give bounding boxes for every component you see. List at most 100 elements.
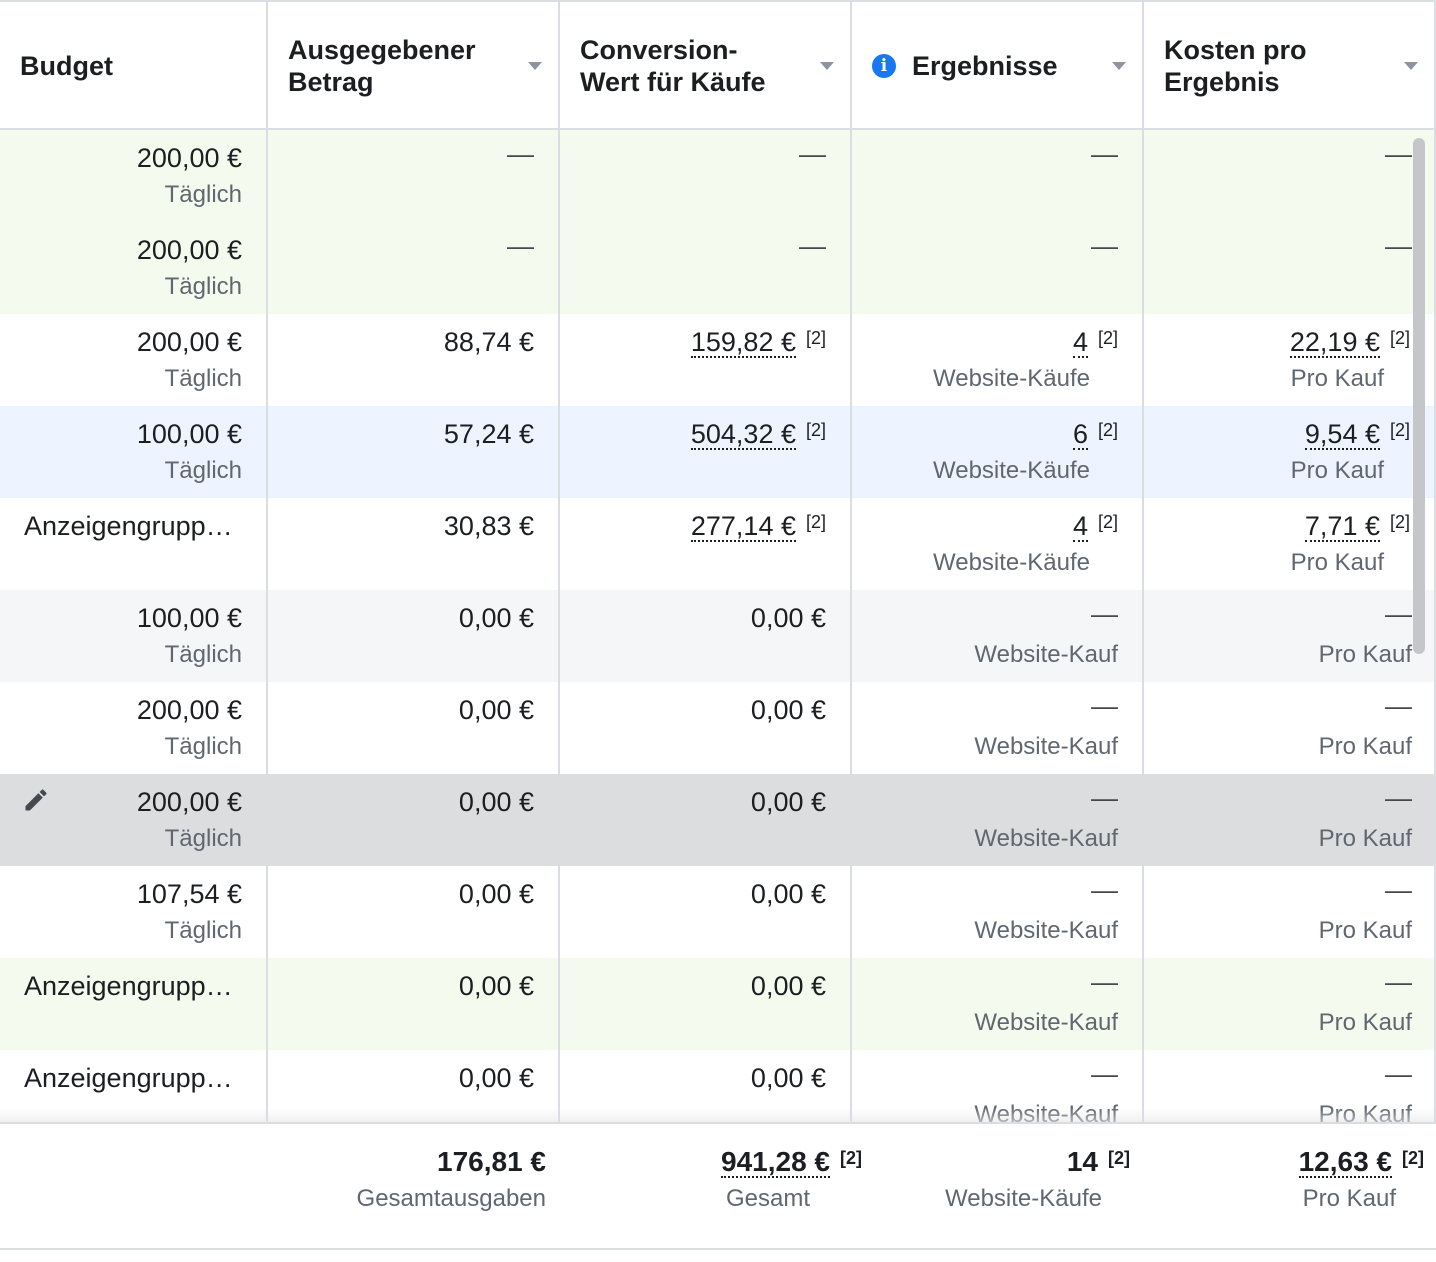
info-icon[interactable]: i [872, 54, 896, 78]
results-type: Website-Käufe [933, 365, 1090, 392]
column-header-label: Ausgegebener [288, 35, 476, 65]
ad-set-name[interactable]: Anzeigengrupp… [24, 511, 233, 541]
budget-value[interactable]: 200,00 € [136, 787, 242, 817]
empty-dash: — [1385, 967, 1412, 997]
budget-value[interactable]: 200,00 € [136, 327, 242, 357]
total-cost[interactable]: 12,63 € [2] [1298, 1144, 1424, 1180]
cost-value-link[interactable]: 9,54 € [1304, 419, 1380, 450]
results-type: Website-Kauf [974, 825, 1118, 852]
column-header-label: Kosten pro [1164, 35, 1307, 65]
empty-dash: — [799, 139, 826, 169]
column-header-label: Budget [20, 51, 113, 81]
empty-dash: — [1385, 139, 1412, 169]
conversion-value[interactable]: 277,14 € [2] [690, 508, 826, 544]
total-spent: 176,81 € [437, 1146, 546, 1177]
empty-dash: — [507, 139, 534, 169]
footnote-marker: [2] [1097, 420, 1118, 440]
budget-type: Täglich [164, 917, 242, 944]
budget-value[interactable]: 200,00 € [136, 235, 242, 265]
results-value[interactable]: 6 [2] [1072, 416, 1118, 452]
budget-value[interactable]: 107,54 € [136, 879, 242, 909]
budget-value[interactable]: 200,00 € [136, 143, 242, 173]
results-value-link[interactable]: 6 [1072, 419, 1088, 450]
table-row[interactable]: 100,00 € Täglich 0,00 € 0,00 € — Website-Kauf… [0, 590, 1436, 682]
table-row[interactable]: 200,00 € Täglich 0,00 € 0,00 € — Website-Kauf… [0, 774, 1436, 866]
table-row[interactable]: 200,00 € Täglich — — — — [0, 222, 1436, 314]
empty-dash: — [1091, 231, 1118, 261]
conversion-value: 0,00 € [750, 971, 826, 1001]
cost-value[interactable]: 9,54 € [2] [1304, 416, 1410, 452]
cost-value-link[interactable]: 7,71 € [1304, 511, 1380, 542]
chevron-down-icon[interactable] [1404, 62, 1418, 70]
column-header-label: Conversion- [580, 35, 738, 65]
cost-value-link[interactable]: 22,19 € [1289, 327, 1380, 358]
results-value[interactable]: 4 [2] [1072, 324, 1118, 360]
budget-type: Täglich [164, 273, 242, 300]
empty-dash: — [1385, 1059, 1412, 1089]
conversion-value-link[interactable]: 159,82 € [690, 327, 796, 358]
ad-set-name[interactable]: Anzeigengrupp… [24, 1063, 233, 1093]
conversion-value[interactable]: 504,32 € [2] [690, 416, 826, 452]
results-value-link[interactable]: 4 [1072, 511, 1088, 542]
ad-set-name[interactable]: Anzeigengrupp… [24, 971, 233, 1001]
budget-type: Täglich [164, 181, 242, 208]
empty-dash: — [1091, 967, 1118, 997]
column-header-conversion[interactable]: Conversion- Wert für Käufe [580, 2, 850, 130]
total-conversion-value[interactable]: 941,28 € [721, 1146, 830, 1178]
table-row[interactable]: 200,00 € Täglich — — — — [0, 130, 1436, 222]
empty-dash: — [799, 231, 826, 261]
footnote-marker: [2] [805, 512, 826, 532]
cost-type: Pro Kauf [1318, 1009, 1412, 1036]
budget-type: Täglich [164, 733, 242, 760]
vertical-scrollbar[interactable] [1413, 138, 1425, 654]
empty-dash: — [1091, 691, 1118, 721]
conversion-value-link[interactable]: 277,14 € [690, 511, 796, 542]
table-row[interactable]: Anzeigengrupp… 0,00 € 0,00 € — Website-Kauf —… [0, 958, 1436, 1050]
pencil-icon[interactable] [22, 786, 50, 814]
results-value-link[interactable]: 4 [1072, 327, 1088, 358]
footnote-marker: [2] [805, 420, 826, 440]
column-header-spent[interactable]: Ausgegebener Betrag [288, 2, 558, 130]
total-cost-label: Pro Kauf [1302, 1185, 1396, 1212]
spent-value: 30,83 € [443, 511, 534, 541]
column-header-cost[interactable]: Kosten pro Ergebnis [1164, 2, 1434, 130]
chevron-down-icon[interactable] [1112, 62, 1126, 70]
conversion-value[interactable]: 159,82 € [2] [690, 324, 826, 360]
results-type: Website-Kauf [974, 1009, 1118, 1036]
cost-value[interactable]: 7,71 € [2] [1304, 508, 1410, 544]
footnote-marker: [2] [805, 328, 826, 348]
results-type: Website-Käufe [933, 457, 1090, 484]
column-header-budget[interactable]: Budget [20, 2, 266, 130]
conversion-value-link[interactable]: 504,32 € [690, 419, 796, 450]
table-row[interactable]: 107,54 € Täglich 0,00 € 0,00 € — Website-Kauf… [0, 866, 1436, 958]
results-type: Website-Kauf [974, 641, 1118, 668]
table-row[interactable]: 200,00 € Täglich 88,74 € 159,82 € [2] 4 [2] Web… [0, 314, 1436, 406]
budget-type: Täglich [164, 641, 242, 668]
footnote-marker: [2] [1402, 1148, 1424, 1168]
empty-dash: — [507, 231, 534, 261]
chevron-down-icon[interactable] [528, 62, 542, 70]
total-results: 14 [2] [1067, 1144, 1130, 1180]
table-row[interactable]: 100,00 € Täglich 57,24 € 504,32 € [2] 6 [2] Web… [0, 406, 1436, 498]
table-header: Budget Ausgegebener Betrag Conversion- W… [0, 0, 1436, 130]
budget-value[interactable]: 200,00 € [136, 695, 242, 725]
column-header-results[interactable]: i Ergebnisse [872, 2, 1142, 130]
spent-value: 0,00 € [458, 603, 534, 633]
table-row[interactable]: Anzeigengrupp… 30,83 € 277,14 € [2] 4 [2] Webs… [0, 498, 1436, 590]
chevron-down-icon[interactable] [820, 62, 834, 70]
budget-value[interactable]: 100,00 € [136, 603, 242, 633]
spent-value: 0,00 € [458, 787, 534, 817]
table-row[interactable]: 200,00 € Täglich 0,00 € 0,00 € — Website-Kauf… [0, 682, 1436, 774]
budget-value[interactable]: 100,00 € [136, 419, 242, 449]
empty-dash: — [1385, 691, 1412, 721]
results-value[interactable]: 4 [2] [1072, 508, 1118, 544]
column-header-label: Ergebnisse [912, 51, 1058, 81]
conversion-value: 0,00 € [750, 695, 826, 725]
total-conversion[interactable]: 941,28 € [2] [721, 1144, 862, 1180]
budget-type: Täglich [164, 365, 242, 392]
spent-value: 57,24 € [443, 419, 534, 449]
cost-value[interactable]: 22,19 € [2] [1289, 324, 1410, 360]
total-cost-value[interactable]: 12,63 € [1298, 1146, 1392, 1178]
conversion-value: 0,00 € [750, 1063, 826, 1093]
budget-type: Täglich [164, 825, 242, 852]
